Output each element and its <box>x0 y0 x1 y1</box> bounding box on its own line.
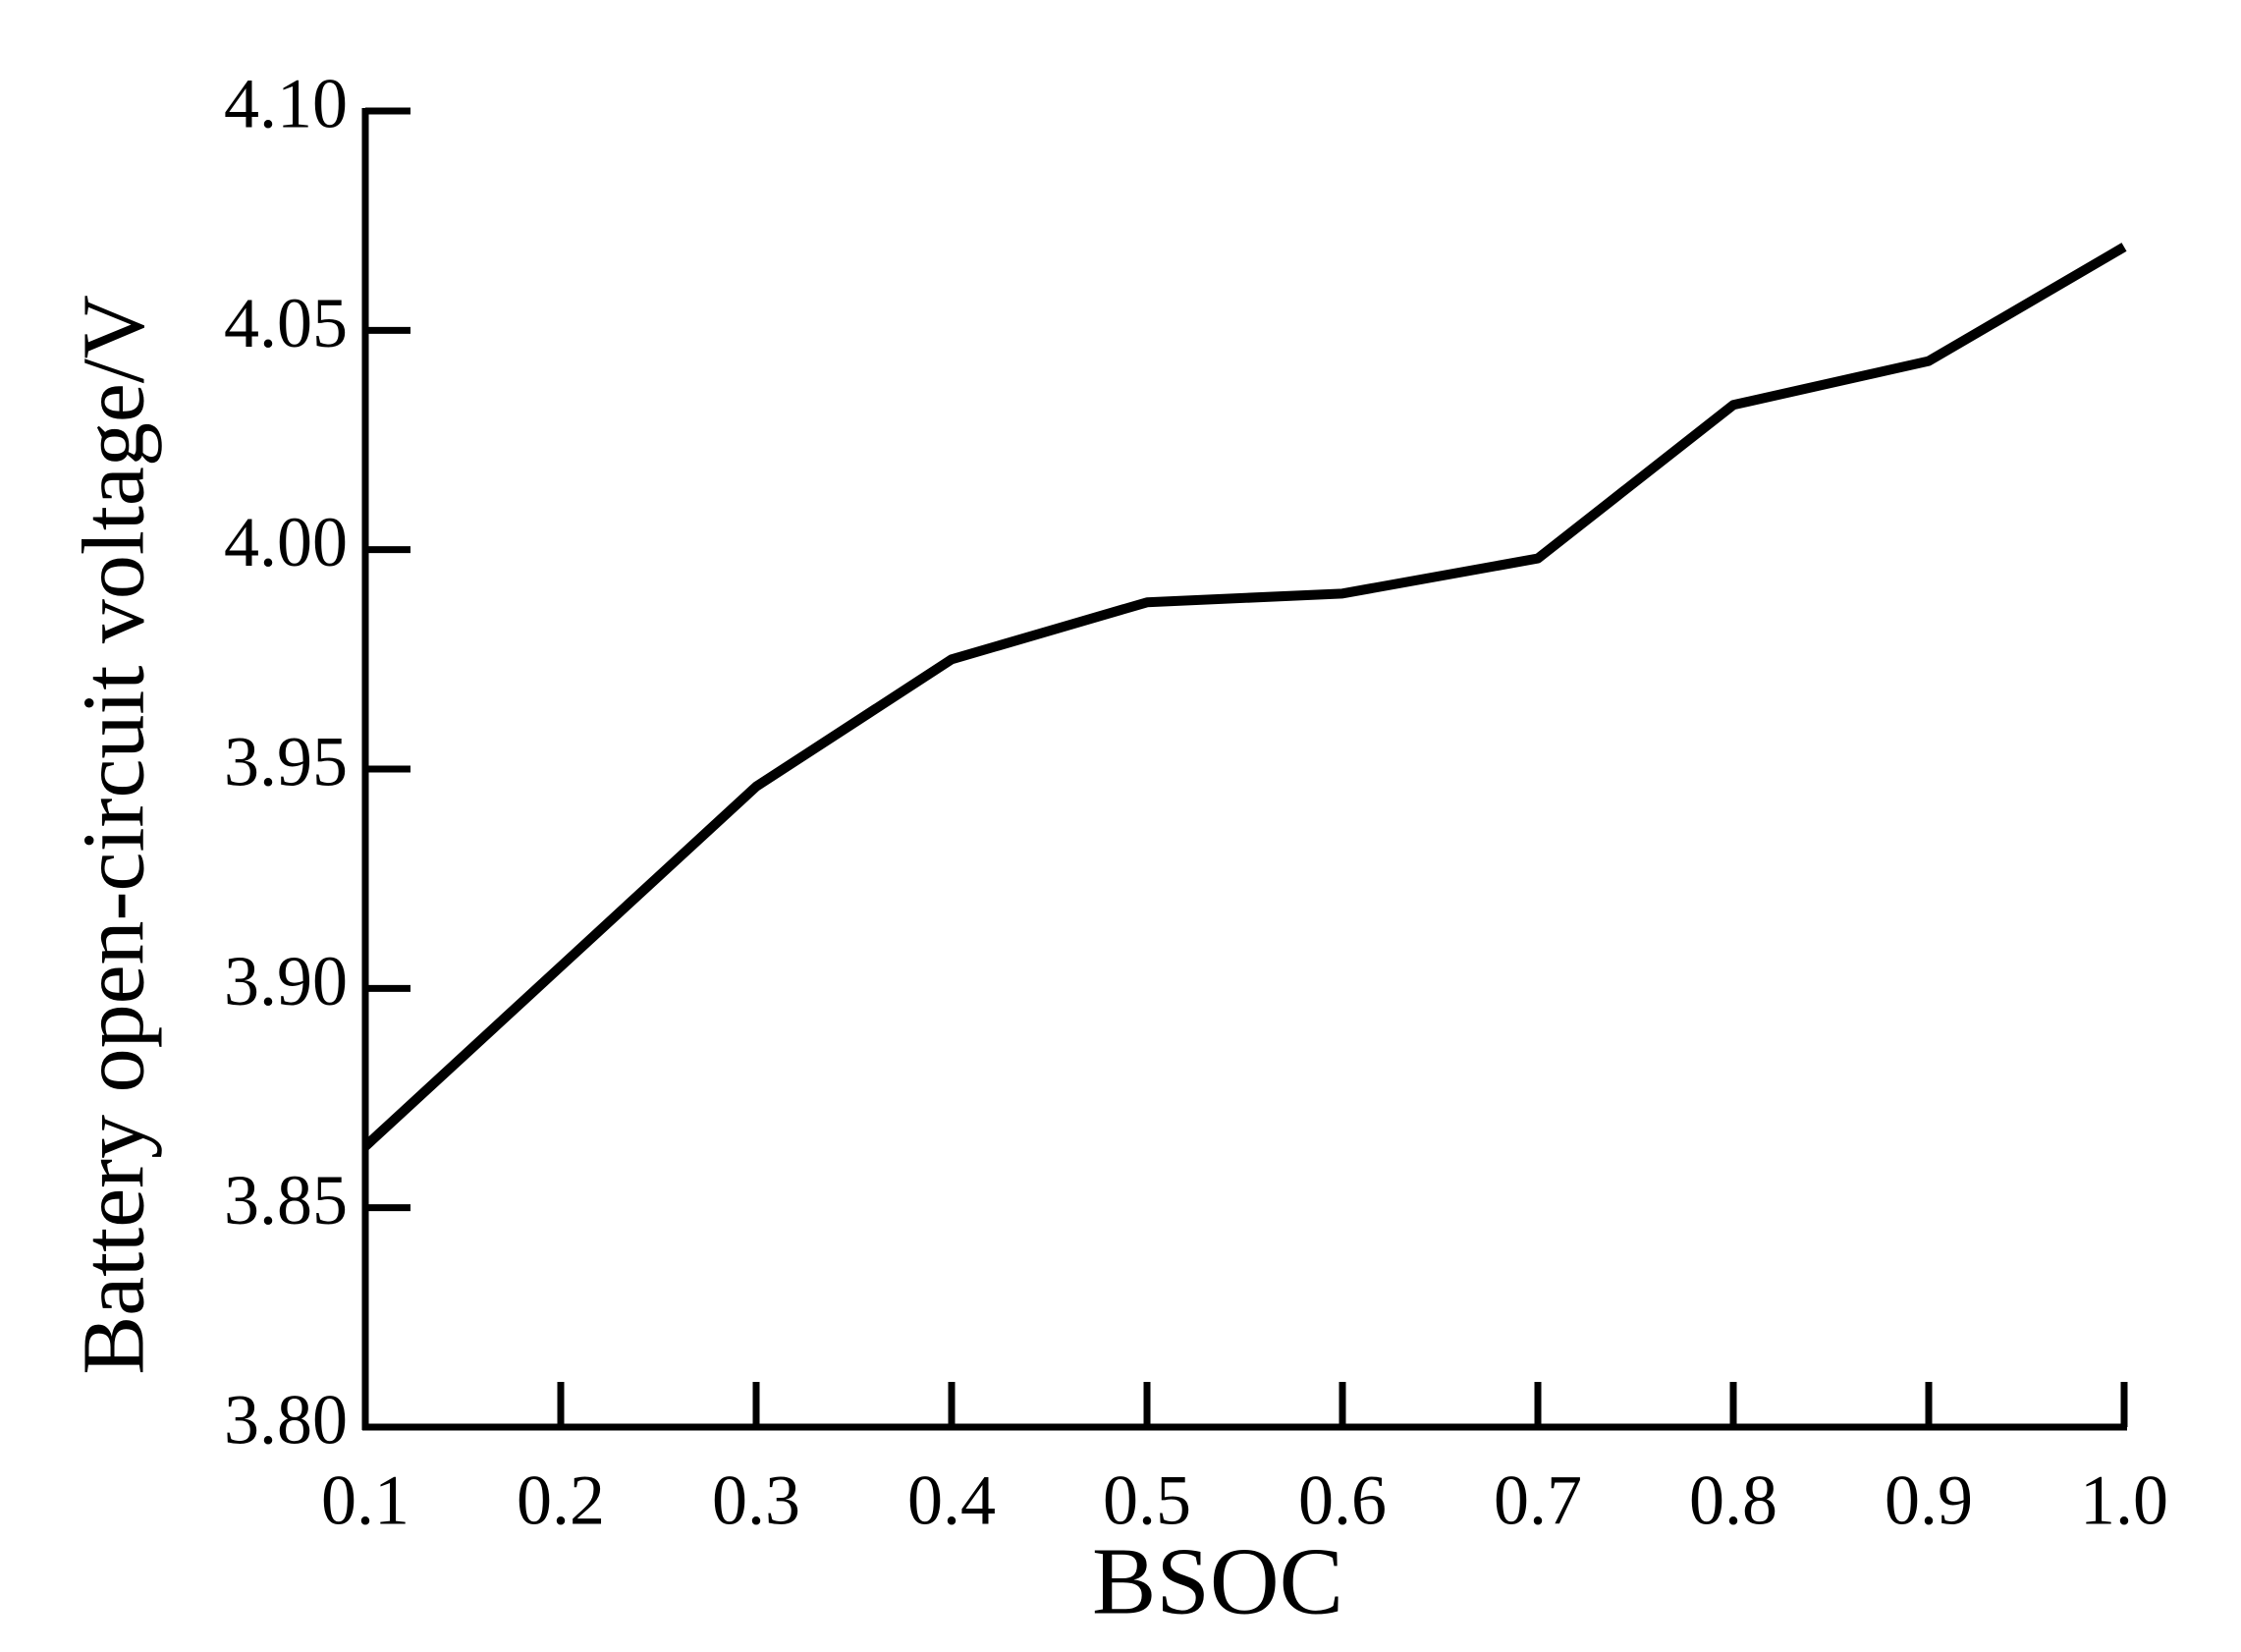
x-tick-label: 0.9 <box>1885 1461 1973 1540</box>
y-tick-label: 3.95 <box>224 723 348 801</box>
x-tick-label: 0.6 <box>1298 1461 1387 1540</box>
x-axis-title: BSOC <box>1092 1528 1343 1634</box>
x-tick-label: 0.1 <box>321 1461 410 1540</box>
y-tick-label: 3.85 <box>224 1161 348 1239</box>
x-tick-label: 0.5 <box>1103 1461 1191 1540</box>
x-tick-label: 0.4 <box>907 1461 996 1540</box>
data-line <box>361 243 2127 1150</box>
y-tick-label: 4.10 <box>224 65 348 143</box>
y-axis-title: Battery open-circuit voltage/V <box>66 295 163 1375</box>
y-tick-label: 4.00 <box>224 503 348 581</box>
x-tick-label: 0.8 <box>1689 1461 1777 1540</box>
x-tick-label: 0.2 <box>517 1461 605 1540</box>
x-tick-label: 0.3 <box>712 1461 800 1540</box>
y-tick-label: 3.80 <box>224 1381 348 1459</box>
x-tick-label: 0.7 <box>1494 1461 1582 1540</box>
y-tick-label: 3.90 <box>224 942 348 1020</box>
x-tick-label: 1.0 <box>2080 1461 2168 1540</box>
y-tick-label: 4.05 <box>224 284 348 362</box>
